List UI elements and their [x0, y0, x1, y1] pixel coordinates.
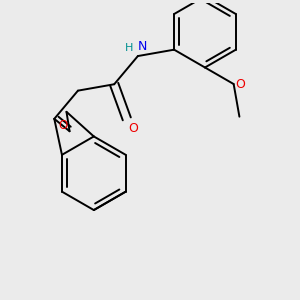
- Text: N: N: [138, 40, 147, 53]
- Text: H: H: [125, 43, 133, 53]
- Text: O: O: [236, 78, 245, 91]
- Text: O: O: [129, 122, 139, 135]
- Text: O: O: [59, 119, 68, 132]
